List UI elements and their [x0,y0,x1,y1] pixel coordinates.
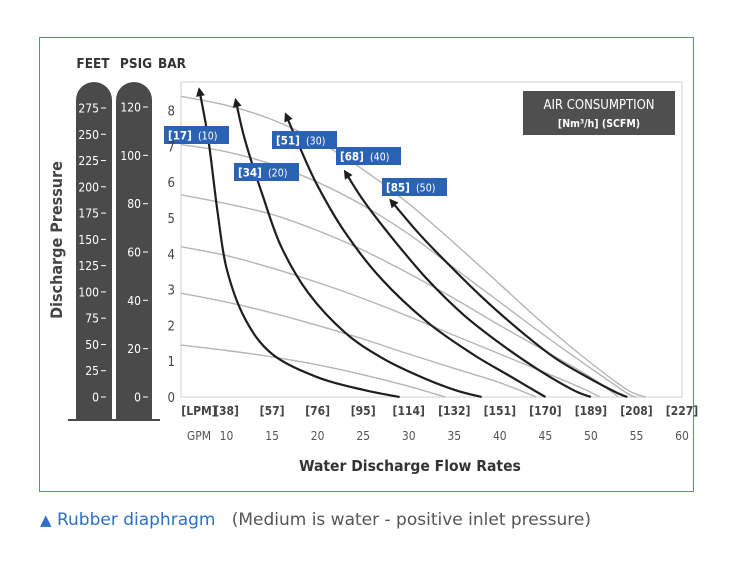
performance-curve-4 [344,170,592,399]
bar-tick-label: 5 [168,212,175,227]
gpm-tick-label: 60 [675,429,689,443]
psig-tick-label: 100 [120,149,141,163]
feet-tick-label: 225 [78,154,99,168]
gpm-tick-label: 40 [493,429,507,443]
bar-tick-label: 0 [168,391,175,406]
pressure-curve-6 [180,95,646,398]
lpm-tick-label: [170] [529,404,561,418]
curve-label-scfm-4: (40) [370,152,389,164]
feet-tick-label: 250 [78,128,99,142]
curve-label-nm-2: [34] [238,166,262,180]
curve-label-bg-4 [336,147,401,165]
performance-curve-5 [389,199,628,399]
lpm-tick-label: [151] [484,404,516,418]
gpm-tick-label: 20 [311,429,325,443]
unit-header-bar: BAR [158,56,187,72]
curve-label-bg-3 [272,131,337,149]
arrowhead-icon [232,97,242,108]
feet-tick-label: 25 [85,364,99,378]
plot-area [180,81,683,398]
pressure-curve-3 [180,246,601,398]
gpm-tick-label: 30 [402,429,416,443]
curve-label-scfm-5: (50) [416,183,435,195]
feet-tick-label: 125 [78,259,99,273]
unit-header-feet: FEET [76,56,110,72]
psig-tick-label: 60 [127,246,141,260]
x-axis-title: Water Discharge Flow Rates [299,457,521,475]
feet-tick-label: 150 [78,233,99,247]
gpm-tick-label: 50 [584,429,598,443]
bar-tick-label: 8 [168,105,175,120]
bar-tick-label: 7 [168,140,175,155]
lpm-tick-label: [95] [351,404,376,418]
lpm-tick-label: [76] [305,404,330,418]
curve-label-nm-1: [17] [168,129,192,143]
gpm-tick-label: GPM [187,429,211,443]
psig-tick-label: 0 [134,391,141,405]
curve-label-nm-3: [51] [276,134,300,148]
air-consumption-units: [Nm³/h] (SCFM) [558,118,640,130]
performance-curve-1 [198,89,400,399]
curve-label-bg-2 [234,163,299,181]
curve-label-scfm-2: (20) [268,168,287,180]
feet-tick-label: 75 [85,312,99,326]
bar-tick-label: 4 [168,248,175,263]
curve-label-bg-5 [382,178,447,196]
caption: ▲ Rubber diaphragm (Medium is water - po… [40,510,591,530]
arrowhead-icon [389,198,399,209]
y-axis-title: Discharge Pressure [47,161,66,319]
gpm-tick-label: 35 [447,429,461,443]
arrowhead-icon [343,169,353,180]
lpm-tick-label: [208] [620,404,652,418]
curve-label-bg-1 [164,126,229,144]
air-consumption-box [523,91,675,135]
bar-tick-label: 1 [168,355,175,370]
feet-scale-bar [76,82,112,420]
lpm-tick-label: [227] [666,404,698,418]
psig-tick-label: 80 [127,197,141,211]
bar-tick-label: 3 [168,284,175,299]
psig-scale-bar [116,82,152,420]
curve-label-nm-4: [68] [340,150,364,164]
pressure-curve-4 [180,194,619,398]
gpm-tick-label: 55 [630,429,644,443]
lpm-tick-label: [132] [438,404,470,418]
pressure-curve-1 [180,344,446,398]
lpm-tick-label: [LPM] [181,404,216,418]
arrowhead-icon [284,112,293,123]
gpm-tick-label: 25 [356,429,370,443]
gpm-tick-label: 45 [538,429,552,443]
feet-tick-label: 200 [78,180,99,194]
curve-label-scfm-1: (10) [198,131,217,143]
air-consumption-title: AIR CONSUMPTION [543,98,654,113]
bar-tick-label: 6 [168,176,175,191]
lpm-tick-label: [57] [260,404,285,418]
psig-tick-label: 20 [127,342,141,356]
feet-tick-label: 50 [85,338,99,352]
lpm-tick-label: [189] [575,404,607,418]
feet-tick-label: 0 [92,391,99,405]
unit-header-psig: PSIG [120,56,152,72]
triangle-marker-icon: ▲ [40,511,52,529]
arrowhead-icon [196,87,205,97]
performance-curve-3 [284,113,546,398]
caption-note: (Medium is water - positive inlet pressu… [231,510,591,530]
gpm-tick-label: 15 [265,429,279,443]
bar-tick-label: 2 [168,319,175,334]
feet-tick-label: 275 [78,102,99,116]
feet-tick-label: 100 [78,285,99,299]
curve-label-scfm-3: (30) [306,136,325,148]
feet-tick-label: 175 [78,207,99,221]
caption-main: Rubber diaphragm [56,510,216,530]
lpm-tick-label: [114] [393,404,425,418]
curve-label-nm-5: [85] [386,181,410,195]
gpm-tick-label: 10 [220,429,234,443]
psig-tick-label: 40 [127,294,141,308]
pressure-curve-2 [180,292,537,398]
psig-tick-label: 120 [120,101,141,115]
lpm-tick-label: [38] [214,404,239,418]
